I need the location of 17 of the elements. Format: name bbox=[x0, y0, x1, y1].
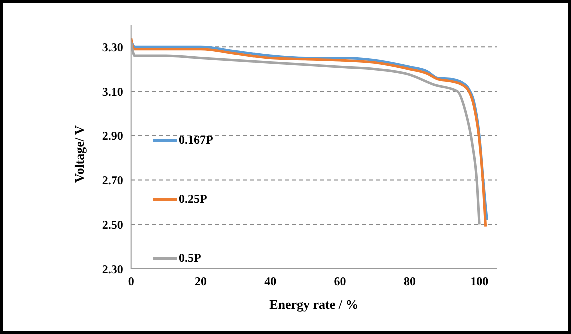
legend-label: 0.25P bbox=[179, 192, 208, 207]
y-tick-label: 2.70 bbox=[102, 174, 124, 188]
x-tick-label: 0 bbox=[128, 274, 134, 289]
y-tick-label: 3.30 bbox=[102, 40, 124, 54]
x-tick-label: 20 bbox=[194, 274, 207, 289]
y-tick-label: 2.30 bbox=[102, 262, 124, 276]
legend-label: 0.5P bbox=[179, 251, 202, 266]
y-tick-label: 2.50 bbox=[102, 218, 124, 232]
x-tick-label: 40 bbox=[264, 274, 277, 289]
y-tick-label: 3.10 bbox=[102, 84, 124, 99]
x-axis-title: Energy rate / % bbox=[270, 297, 359, 312]
legend-label: 0.167P bbox=[179, 133, 214, 148]
y-tick-label: 2.90 bbox=[102, 129, 124, 144]
x-tick-label: 80 bbox=[404, 274, 416, 289]
x-tick-label: 100 bbox=[470, 274, 489, 289]
y-axis-title: Voltage/ V bbox=[72, 124, 87, 183]
x-tick-label: 60 bbox=[334, 274, 346, 289]
